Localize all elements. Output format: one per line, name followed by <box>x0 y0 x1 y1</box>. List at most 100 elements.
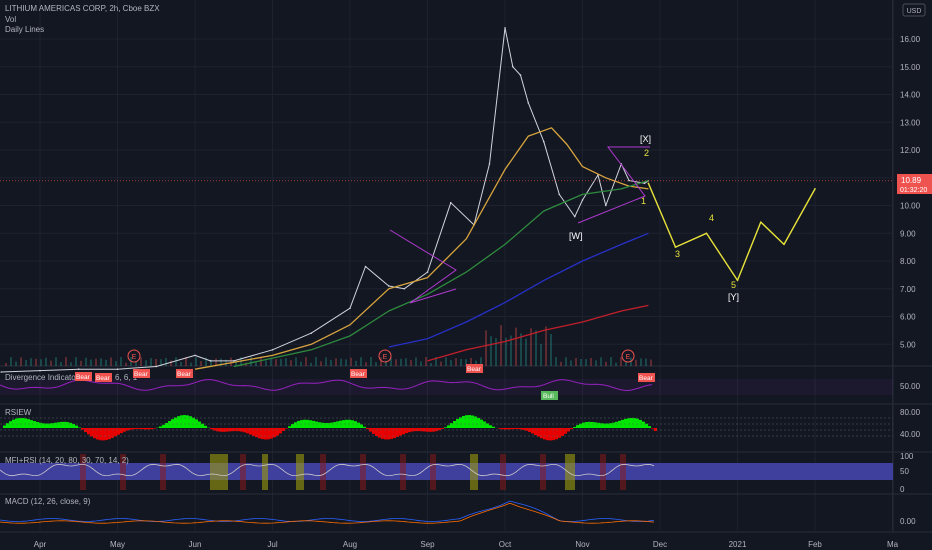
x-tick-label: Jul <box>267 540 277 549</box>
rsiew-bar <box>429 428 432 432</box>
rsiew-bar <box>36 422 39 428</box>
volume-bar <box>50 360 52 366</box>
volume-bar <box>230 357 232 366</box>
rsiew-bar <box>387 428 390 440</box>
earnings-marker-apr[interactable]: E <box>127 349 141 363</box>
rsiew-bar <box>168 421 171 428</box>
rsiew-bar <box>606 423 609 428</box>
rsiew-bar <box>45 423 48 428</box>
rsiew-bar <box>621 419 624 428</box>
rsiew-bar <box>522 428 525 430</box>
rsiew-bar <box>309 420 312 428</box>
volume-bar <box>470 357 472 366</box>
rsiew-bar <box>642 421 645 428</box>
rsiew-bar <box>588 421 591 428</box>
projection-wave-line <box>647 183 816 282</box>
mfirsi-tick-0: 0 <box>900 485 905 494</box>
rsiew-bar <box>633 418 636 428</box>
rsiew-bar <box>234 428 237 432</box>
rsiew-bar <box>138 428 141 430</box>
rsiew-bar <box>318 422 321 428</box>
y-tick-label: 14.00 <box>900 91 921 100</box>
last-price-tag: 10.89 01:32:20 <box>897 174 932 194</box>
rsiew-bar <box>510 428 513 430</box>
data-point <box>581 199 584 201</box>
volume-bar <box>640 358 642 366</box>
volume-bar <box>20 357 22 366</box>
earnings-marker-aug[interactable]: E <box>378 349 392 363</box>
volume-bar <box>55 357 57 366</box>
rsiew-bar <box>609 423 612 428</box>
mfirsi-highlight <box>360 454 366 490</box>
volume-bar <box>370 357 372 366</box>
mfirsi-highlight <box>240 454 246 490</box>
earnings-marker-nov[interactable]: E <box>621 349 635 363</box>
rsiew-bar <box>336 421 339 428</box>
axes: 16.0015.0014.0013.0012.0011.0010.009.008… <box>34 35 921 549</box>
x-tick-label: Sep <box>420 540 435 549</box>
rsiew-bar <box>339 420 342 428</box>
rsiew-bar <box>291 424 294 428</box>
volume-bar <box>480 357 482 366</box>
volume-bar <box>90 359 92 366</box>
rsiew-bar <box>648 426 651 428</box>
price-line <box>1 27 649 373</box>
divergence-pane-title: Divergence Indicator <box>5 373 79 382</box>
bear-signal-label: Bear <box>96 375 111 382</box>
rsiew-bar <box>585 422 588 428</box>
rsiew-bar <box>465 415 468 428</box>
volume-bar <box>135 361 137 366</box>
rsiew-bar <box>537 428 540 437</box>
rsiew-tick-40: 40.00 <box>900 430 921 439</box>
rsiew-bar <box>486 423 489 428</box>
rsiew-bar <box>198 421 201 428</box>
volume-bar <box>330 359 332 366</box>
volume-bar <box>165 357 167 366</box>
volume-bar <box>500 325 502 366</box>
data-point <box>364 265 367 268</box>
volume-bar <box>555 357 557 366</box>
volume-bar <box>360 357 362 366</box>
volume-bar <box>395 359 397 366</box>
earnings-marker-label: E <box>383 354 388 361</box>
rsiew-bar <box>399 428 402 436</box>
rsiew-bar <box>519 428 522 430</box>
y-tick-label: 12.00 <box>900 146 921 155</box>
currency-badge[interactable]: USD <box>902 3 926 17</box>
rsiew-bar <box>270 428 273 439</box>
volume-label: Vol <box>5 15 16 24</box>
data-point <box>647 182 650 185</box>
rsiew-bar <box>582 422 585 428</box>
volume-bar <box>195 357 197 366</box>
x-tick-label: Oct <box>499 540 512 549</box>
bull-signal: Bull <box>541 391 558 400</box>
rsiew-bar <box>6 423 9 428</box>
y-tick-label: 7.00 <box>900 285 916 294</box>
volume-bar <box>605 361 607 366</box>
rsiew-bar <box>267 428 270 440</box>
divergence-pane-params: 6, 6, 1 <box>115 373 138 382</box>
rsiew-bar <box>225 428 228 432</box>
rsiew-bar <box>366 428 369 430</box>
rsiew-bar <box>30 420 33 428</box>
rsiew-bar <box>342 420 345 428</box>
rsiew-bar <box>72 423 75 428</box>
volume-bar <box>390 357 392 366</box>
rsiew-bar <box>474 416 477 428</box>
rsiew-bar <box>312 420 315 428</box>
rsiew-bar <box>192 417 195 428</box>
volume-bar <box>125 362 127 366</box>
data-point <box>77 368 80 371</box>
volume-bar <box>220 358 222 366</box>
volume-bar <box>300 361 302 366</box>
volume-bar <box>305 357 307 366</box>
rsiew-bar <box>141 428 144 430</box>
pattern-wedge <box>577 146 650 224</box>
volume-bar <box>615 362 617 366</box>
rsiew-bar <box>615 421 618 428</box>
rsiew-bar <box>426 428 429 432</box>
rsiew-bar <box>24 418 27 428</box>
rsiew-bar <box>306 419 309 428</box>
rsiew-bar <box>345 419 348 428</box>
